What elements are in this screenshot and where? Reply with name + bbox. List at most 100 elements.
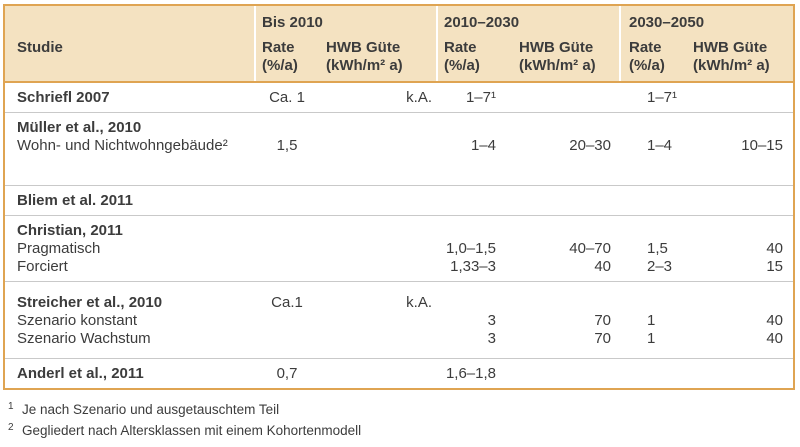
value-cell — [619, 365, 691, 383]
hwb-unit: (kWh/m² a) — [693, 57, 770, 74]
value-cell — [326, 222, 436, 240]
value-cell: 40 — [594, 258, 611, 275]
value-cell — [691, 192, 793, 210]
value-cell — [254, 222, 326, 240]
table-row: Streicher et al., 2010 Ca.1 k.A. Szenario k… — [5, 281, 793, 358]
value-cell: 1–4 — [647, 137, 673, 154]
value-cell: 70 — [594, 330, 611, 347]
value-cell — [619, 119, 691, 137]
value-cell — [508, 222, 619, 240]
value-cell — [326, 240, 436, 258]
value-cell: 10–15 — [741, 137, 783, 154]
value-cell: 3 — [487, 330, 496, 347]
value-cell — [436, 294, 508, 312]
study-subline: Forciert — [17, 258, 68, 275]
footnotes: 1 Je nach Szenario und ausgetauschtem Tei… — [8, 398, 361, 440]
rate-label: Rate — [262, 39, 295, 56]
value-cell — [508, 294, 619, 312]
value-cell: 1,0–1,5 — [445, 240, 496, 257]
study-subline: Wohn- und Nichtwohngebäude² — [17, 137, 228, 154]
rate-label: Rate — [629, 39, 662, 56]
value-cell: 70 — [594, 312, 611, 329]
value-cell: k.A. — [406, 294, 432, 311]
table-row: Anderl et al., 2011 0,7 1,6–1,8 — [5, 358, 793, 388]
value-cell: 15 — [766, 258, 783, 275]
rate-unit: (%/a) — [629, 57, 665, 74]
studie-column-header: Studie — [17, 39, 63, 56]
hwb-unit: (kWh/m² a) — [519, 57, 596, 74]
value-cell: 1 — [647, 330, 656, 347]
value-cell: 1,5 — [276, 137, 298, 154]
value-cell: Ca. 1 — [269, 89, 305, 106]
value-cell — [508, 89, 619, 107]
study-subline: Szenario konstant — [17, 312, 138, 329]
value-cell — [619, 192, 691, 210]
study-name: Schriefl 2007 — [17, 89, 110, 106]
value-cell — [691, 294, 793, 312]
hwb-label: HWB Güte — [326, 39, 401, 56]
hwb-column-header-3: HWB Güte (kWh/m² a) — [691, 39, 793, 75]
rate-unit: (%/a) — [444, 57, 480, 74]
table-body: Schriefl 2007 Ca. 1 k.A. 1–7¹ 1–7¹ Müller et … — [5, 83, 793, 388]
footnote-text: Gegliedert nach Altersklassen mit einem … — [22, 423, 362, 438]
value-cell — [619, 294, 691, 312]
value-cell: 1–7¹ — [465, 89, 496, 106]
hwb-column-header-1: HWB Güte (kWh/m² a) — [326, 39, 436, 75]
rate-column-header-3: Rate (%/a) — [619, 39, 691, 75]
value-cell — [508, 119, 619, 137]
value-cell — [508, 365, 619, 383]
value-cell: 40 — [766, 312, 783, 329]
value-cell — [326, 137, 436, 155]
column-group-bis-2010: Bis 2010 — [262, 14, 323, 31]
study-name: Anderl et al., 2011 — [17, 365, 144, 382]
value-cell — [254, 312, 326, 330]
value-cell: 1,33–3 — [450, 258, 496, 275]
value-cell: 40 — [766, 330, 783, 347]
hwb-label: HWB Güte — [693, 39, 768, 56]
rate-column-header-1: Rate (%/a) — [254, 39, 326, 75]
value-cell — [254, 330, 326, 348]
value-cell — [508, 192, 619, 210]
table-row: Bliem et al. 2011 — [5, 185, 793, 215]
value-cell — [326, 258, 436, 276]
study-name: Bliem et al. 2011 — [17, 192, 133, 209]
value-cell — [326, 312, 436, 330]
value-cell — [436, 119, 508, 137]
study-name: Müller et al., 2010 — [17, 119, 142, 136]
footnote-text: Je nach Szenario und ausgetauschtem Teil — [22, 402, 280, 417]
rate-label: Rate — [444, 39, 477, 56]
table-header: Bis 2010 2010–2030 2030–2050 Studie Rate… — [5, 6, 793, 83]
study-name: Streicher et al., 2010 — [17, 294, 163, 311]
value-cell: 3 — [487, 312, 496, 329]
data-table: Bis 2010 2010–2030 2030–2050 Studie Rate… — [3, 4, 795, 390]
value-cell — [619, 222, 691, 240]
header-divider — [619, 6, 621, 81]
value-cell — [326, 330, 436, 348]
value-cell: k.A. — [406, 89, 432, 106]
header-divider — [254, 6, 256, 81]
value-cell — [436, 192, 508, 210]
column-group-2010-2030: 2010–2030 — [444, 14, 520, 31]
value-cell — [326, 192, 436, 210]
table-row: Schriefl 2007 Ca. 1 k.A. 1–7¹ 1–7¹ — [5, 83, 793, 112]
value-cell: 1–7¹ — [647, 89, 678, 106]
value-cell — [691, 222, 793, 240]
value-cell — [326, 365, 436, 383]
value-cell: 20–30 — [569, 137, 611, 154]
rate-column-header-2: Rate (%/a) — [436, 39, 508, 75]
value-cell: 40–70 — [569, 240, 611, 257]
value-cell: 1,5 — [647, 240, 668, 257]
value-cell — [691, 89, 793, 107]
value-cell — [254, 240, 326, 258]
footnote-marker: 1 — [8, 401, 14, 412]
table-row: Christian, 2011 Pragmatisch 1,0–1,5 40–70 1,… — [5, 215, 793, 281]
value-cell: 1–4 — [470, 137, 496, 154]
value-cell — [254, 192, 326, 210]
value-cell — [436, 222, 508, 240]
hwb-column-header-2: HWB Güte (kWh/m² a) — [508, 39, 619, 75]
value-cell: 1 — [647, 312, 656, 329]
footnote: 1 Je nach Szenario und ausgetauschtem Tei… — [8, 398, 361, 419]
header-divider — [436, 6, 438, 81]
value-cell: Ca.1 — [271, 294, 303, 311]
